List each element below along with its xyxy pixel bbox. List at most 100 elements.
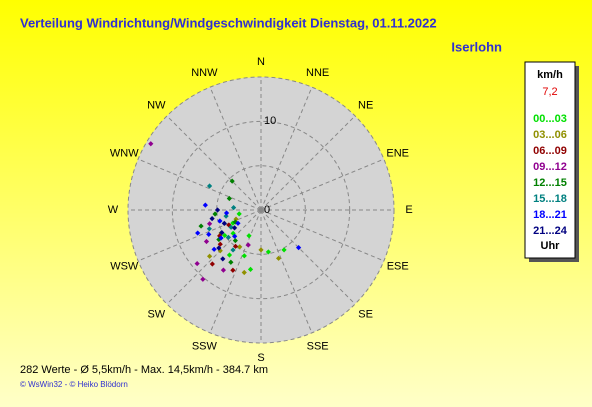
point [211, 246, 217, 252]
point [230, 267, 236, 273]
direction-label: SSE [307, 341, 329, 353]
legend-entry: 18...21 [533, 209, 567, 221]
direction-label: WNW [110, 147, 139, 159]
legend-entry: 06...09 [533, 145, 567, 157]
point [245, 242, 251, 248]
point [241, 253, 247, 259]
legend-entry: 00...03 [533, 113, 567, 125]
point [275, 255, 282, 261]
spoke [166, 115, 262, 211]
spoke [260, 86, 313, 211]
point [198, 223, 204, 229]
chart-title: Verteilung Windrichtung/Windgeschwindigk… [20, 15, 437, 30]
direction-label: E [405, 204, 412, 216]
point [214, 207, 221, 213]
point [222, 232, 228, 239]
point [235, 220, 241, 226]
point [207, 221, 213, 227]
point [232, 233, 238, 239]
spoke [166, 209, 262, 305]
point [229, 178, 235, 184]
point [228, 259, 234, 265]
direction-label: NE [358, 99, 373, 111]
location: Iserlohn [451, 39, 502, 54]
point [223, 210, 230, 216]
point [219, 230, 225, 236]
spoke [260, 115, 356, 211]
direction-label: SE [358, 309, 373, 321]
direction-label: SSW [192, 341, 218, 353]
direction-label: W [108, 204, 119, 216]
point [226, 252, 233, 258]
direction-label: S [257, 352, 264, 364]
point [246, 233, 252, 239]
spoke [209, 209, 262, 334]
spoke [137, 209, 262, 262]
footer-stats: 282 Werte - Ø 5,5km/h - Max. 14,5km/h - … [20, 364, 268, 376]
legend-box [524, 61, 576, 259]
point [202, 202, 208, 208]
point [281, 247, 287, 253]
point [231, 225, 238, 231]
point [206, 226, 212, 232]
point [296, 245, 302, 251]
legend-footer: Uhr [541, 240, 561, 252]
point [228, 224, 234, 230]
direction-label: ENE [386, 147, 409, 159]
point [220, 256, 226, 262]
point [225, 234, 231, 240]
point [223, 213, 229, 219]
point [207, 253, 213, 259]
point [209, 261, 215, 267]
point [200, 276, 206, 282]
point [195, 230, 201, 236]
point [237, 244, 243, 250]
ring [171, 120, 351, 300]
point [236, 211, 242, 217]
point [232, 243, 239, 249]
direction-label: WSW [110, 261, 139, 273]
r-tick-label: 10 [264, 115, 276, 127]
point [203, 238, 210, 245]
point [232, 237, 238, 244]
spoke [260, 209, 313, 334]
point [231, 205, 237, 211]
direction-label: NW [147, 99, 166, 111]
spoke [260, 209, 385, 262]
point [206, 231, 212, 237]
point [217, 218, 223, 224]
legend-value: 7,2 [542, 86, 557, 98]
direction-label: NNW [191, 67, 218, 79]
spoke [260, 209, 356, 305]
legend-entry: 09...12 [533, 161, 567, 173]
direction-label: N [257, 56, 265, 68]
point [212, 211, 218, 217]
direction-label: NNE [306, 67, 329, 79]
legend-entry: 12...15 [533, 177, 567, 189]
point [216, 245, 222, 251]
legend-unit: km/h [537, 69, 563, 81]
point [247, 266, 254, 272]
point [194, 260, 200, 267]
r-tick-label: 0 [264, 204, 270, 216]
spoke [137, 158, 262, 211]
spoke [209, 86, 262, 211]
point [230, 247, 236, 253]
point [209, 216, 215, 222]
legend-entry: 03...06 [533, 129, 567, 141]
point [206, 183, 213, 189]
point [148, 141, 154, 147]
legend-entry: 21...24 [533, 225, 568, 237]
point [258, 247, 264, 253]
point [265, 249, 271, 255]
direction-label: SW [147, 309, 165, 321]
ring [127, 76, 395, 344]
point [221, 220, 227, 226]
footer-copyright: © WsWin32 - © Heiko Blödorn [20, 380, 128, 389]
direction-label: ESE [387, 261, 409, 273]
point [220, 267, 227, 273]
point [241, 269, 247, 276]
spoke [260, 158, 385, 211]
point [218, 235, 224, 241]
